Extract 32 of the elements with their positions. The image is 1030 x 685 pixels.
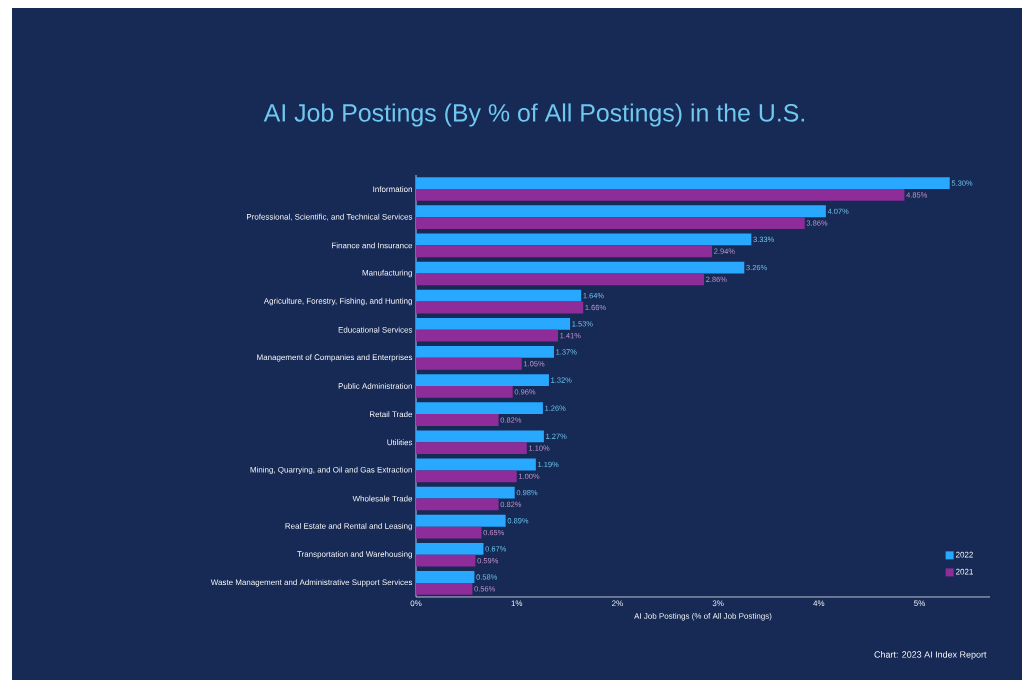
bar: [416, 217, 805, 229]
bar: [416, 189, 905, 201]
bar: [416, 357, 522, 370]
bar: [416, 329, 558, 342]
bar: [416, 317, 571, 330]
bar: [416, 458, 536, 471]
chart-title: AI Job Postings (By % of All Postings) in the U.S.: [263, 103, 804, 127]
bar: [416, 233, 752, 246]
bar: [416, 442, 527, 455]
bar: [416, 486, 515, 499]
text: Chart: 2023 AI Index Report: [874, 651, 987, 660]
bar: [416, 430, 544, 443]
bar: [416, 498, 499, 511]
bar: [416, 205, 826, 218]
bar: [416, 273, 705, 286]
bar: [416, 245, 713, 258]
bar: [416, 514, 506, 527]
bar: [416, 261, 745, 274]
bar: [416, 554, 476, 567]
bar: [416, 526, 482, 539]
bar: [416, 542, 484, 555]
bar: [416, 582, 473, 595]
bar: [416, 177, 950, 190]
bar: [416, 470, 517, 483]
bar: [416, 402, 543, 415]
bar: [416, 571, 475, 583]
bar: [416, 346, 554, 358]
bar: [416, 374, 549, 386]
bar: [416, 289, 582, 302]
bar: [416, 385, 513, 398]
bar: [416, 301, 584, 314]
bar: [416, 414, 499, 426]
